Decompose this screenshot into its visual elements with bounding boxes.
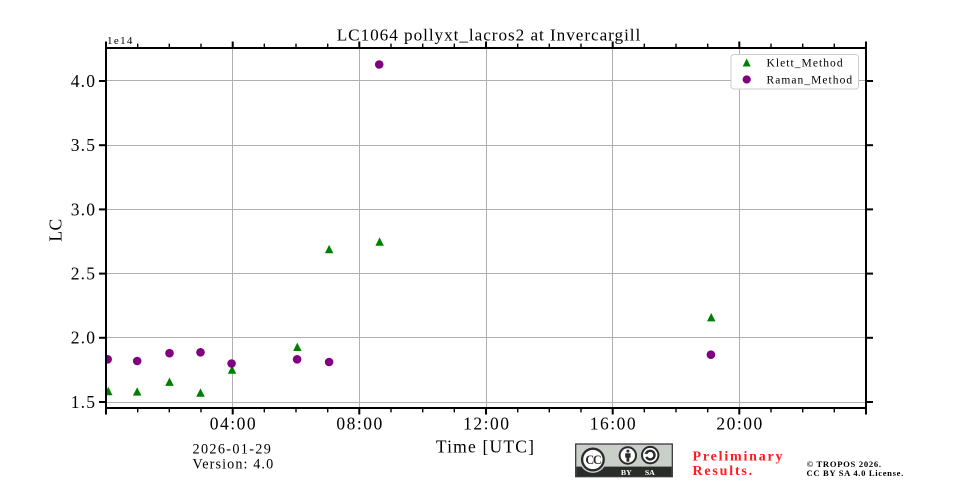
svg-text:3.5: 3.5 — [71, 135, 96, 155]
svg-text:1.5: 1.5 — [71, 392, 96, 412]
svg-text:Results.: Results. — [693, 464, 754, 479]
svg-text:2026-01-29: 2026-01-29 — [193, 442, 273, 458]
svg-text:LC: LC — [45, 218, 65, 241]
svg-text:BY: BY — [621, 468, 632, 477]
svg-text:3.0: 3.0 — [71, 199, 96, 219]
svg-text:Time [UTC]: Time [UTC] — [436, 436, 535, 456]
svg-text:CC BY SA 4.0 License.: CC BY SA 4.0 License. — [807, 468, 904, 478]
svg-text:4.0: 4.0 — [71, 71, 96, 91]
svg-text:04:00: 04:00 — [210, 414, 257, 434]
svg-text:16:00: 16:00 — [590, 414, 637, 434]
svg-text:1e14: 1e14 — [107, 35, 134, 47]
svg-text:Raman_Method: Raman_Method — [767, 74, 854, 86]
svg-text:20:00: 20:00 — [716, 414, 763, 434]
svg-text:08:00: 08:00 — [336, 414, 383, 434]
svg-text:CC: CC — [585, 453, 601, 467]
svg-text:Preliminary: Preliminary — [693, 449, 785, 464]
svg-text:LC1064 pollyxt_lacros2 at Inve: LC1064 pollyxt_lacros2 at Invercargill — [337, 25, 642, 44]
svg-text:Version: 4.0: Version: 4.0 — [193, 456, 275, 472]
svg-text:2.0: 2.0 — [71, 328, 96, 348]
svg-text:SA: SA — [645, 468, 655, 477]
svg-text:Klett_Method: Klett_Method — [767, 58, 844, 70]
svg-text:2.5: 2.5 — [71, 264, 96, 284]
svg-text:© TROPOS 2026.: © TROPOS 2026. — [807, 459, 882, 469]
svg-text:12:00: 12:00 — [463, 414, 510, 434]
